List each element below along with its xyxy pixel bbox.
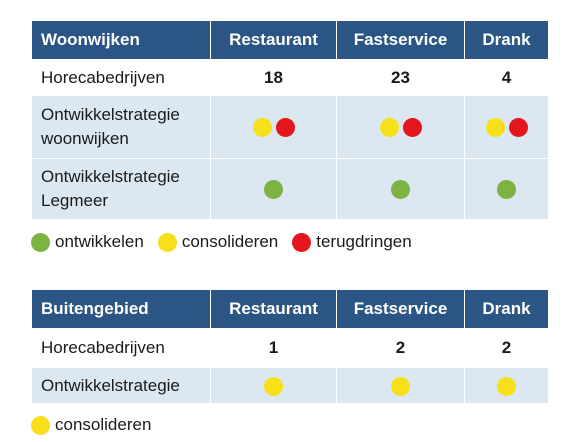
- status-cell: [210, 95, 337, 159]
- header-drank: Drank: [464, 20, 549, 60]
- value-drank: 2: [464, 328, 549, 368]
- status-dots: [497, 180, 516, 199]
- status-dots: [252, 118, 295, 137]
- table-row: Horecabedrijven 18 23 4: [31, 59, 549, 96]
- consolideren-dot-icon: [379, 118, 399, 137]
- table-row: Ontwikkelstrategie: [31, 367, 549, 404]
- legend-item: terugdringen: [292, 232, 412, 252]
- status-dots: [264, 180, 283, 199]
- row-label-horecabedrijven: Horecabedrijven: [31, 59, 211, 96]
- row-label-ontwikkelstrategie: Ontwikkelstrategie: [31, 367, 211, 404]
- consolideren-dot-icon: [252, 118, 272, 137]
- status-dots: [379, 118, 422, 137]
- header-fastservice: Fastservice: [336, 289, 465, 329]
- terugdringen-dot-icon: [508, 118, 528, 137]
- header-fastservice: Fastservice: [336, 20, 465, 60]
- status-cell: [210, 158, 337, 220]
- header-woonwijken: Woonwijken: [31, 20, 211, 60]
- status-cell: [210, 367, 337, 404]
- woonwijken-table: Woonwijken Restaurant Fastservice Drank …: [31, 20, 549, 220]
- header-drank: Drank: [464, 289, 549, 329]
- table-header-row: Buitengebied Restaurant Fastservice Dran…: [31, 289, 549, 329]
- value-restaurant: 1: [210, 328, 337, 368]
- legend: ontwikkelen consolideren terugdringen: [31, 232, 426, 252]
- ontwikkelen-dot-icon: [391, 180, 410, 199]
- legend-dot-icon: [157, 232, 177, 252]
- status-cell: [336, 158, 465, 220]
- ontwikkelen-dot-icon: [264, 180, 283, 199]
- table-header-row: Woonwijken Restaurant Fastservice Drank: [31, 20, 549, 60]
- status-cell: [464, 95, 549, 159]
- consolideren-dot-icon: [485, 118, 505, 137]
- row-label-ontwikkelstrategie-legmeer: Ontwikkelstrategie Legmeer: [31, 158, 211, 220]
- header-buitengebied: Buitengebied: [31, 289, 211, 329]
- legend-item: ontwikkelen: [31, 232, 144, 252]
- status-dots: [485, 118, 528, 137]
- legend-dot-icon: [31, 232, 50, 252]
- legend-label: ontwikkelen: [55, 232, 144, 251]
- header-restaurant: Restaurant: [210, 289, 337, 329]
- legend-label: terugdringen: [316, 232, 412, 251]
- legend-dot-icon: [31, 415, 50, 435]
- legend-item: consolideren: [157, 232, 279, 252]
- row-label-horecabedrijven: Horecabedrijven: [31, 328, 211, 368]
- value-drank: 4: [464, 59, 549, 96]
- status-cell: [336, 367, 465, 404]
- row-label-ontwikkelstrategie-woonwijken: Ontwikkelstrategie woonwijken: [31, 95, 211, 159]
- table-row: Horecabedrijven 1 2 2: [31, 328, 549, 368]
- ontwikkelen-dot-icon: [497, 180, 516, 199]
- terugdringen-dot-icon: [275, 118, 295, 137]
- consolideren-dot-icon: [391, 376, 410, 396]
- status-cell: [464, 158, 549, 220]
- table-row: Ontwikkelstrategie Legmeer: [31, 158, 549, 220]
- table-row: Ontwikkelstrategie woonwijken: [31, 95, 549, 159]
- value-fastservice: 23: [336, 59, 465, 96]
- consolideren-dot-icon: [264, 376, 283, 396]
- legend-label: consolideren: [181, 232, 279, 251]
- terugdringen-dot-icon: [402, 118, 422, 137]
- status-cell: [464, 367, 549, 404]
- status-dots: [264, 376, 283, 396]
- header-restaurant: Restaurant: [210, 20, 337, 60]
- buitengebied-table: Buitengebied Restaurant Fastservice Dran…: [31, 289, 549, 404]
- status-dots: [391, 180, 410, 199]
- status-dots: [391, 376, 410, 396]
- consolideren-dot-icon: [497, 376, 516, 396]
- legend-item: consolideren: [31, 415, 151, 435]
- legend: consolideren: [31, 415, 165, 435]
- legend-label: consolideren: [55, 415, 152, 434]
- value-restaurant: 18: [210, 59, 337, 96]
- legend-dot-icon: [292, 232, 312, 252]
- value-fastservice: 2: [336, 328, 465, 368]
- status-dots: [497, 376, 516, 396]
- status-cell: [336, 95, 465, 159]
